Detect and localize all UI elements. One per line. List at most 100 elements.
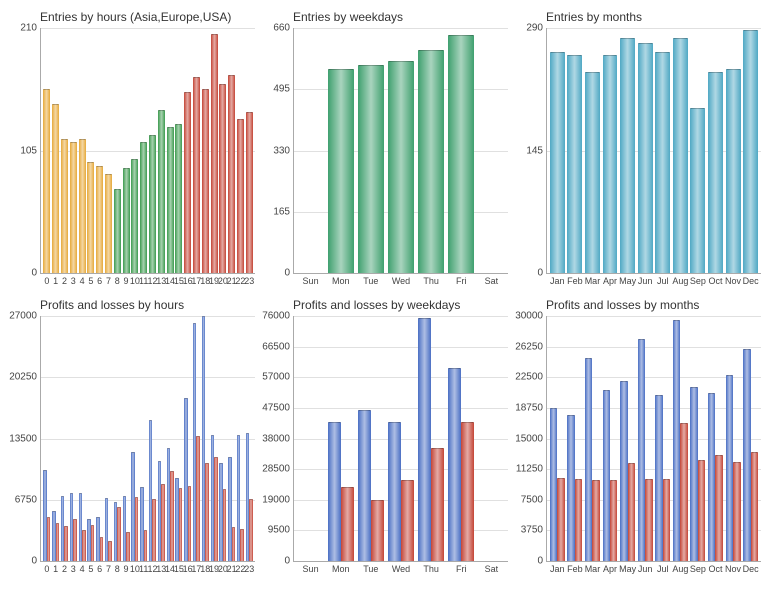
bar-slot: 17 — [193, 316, 201, 561]
bar-slot: Mon — [326, 28, 355, 273]
y-tick-label: 0 — [31, 556, 41, 567]
bar — [388, 61, 414, 273]
chart-pl-weekdays: Profits and losses by weekdays 095001900… — [263, 298, 508, 578]
bar-slot: 20 — [219, 28, 227, 273]
bar — [371, 500, 384, 561]
bar — [70, 142, 77, 273]
bar-slot: Aug — [672, 316, 689, 561]
x-tick-label: May — [619, 561, 636, 574]
bar — [461, 422, 474, 561]
plot-area: 0145290JanFebMarAprMayJunJulAugSepOctNov… — [546, 28, 761, 274]
bar — [567, 415, 574, 561]
bar — [638, 43, 653, 273]
bar-slot: Aug — [672, 28, 689, 273]
x-tick-label: 5 — [88, 273, 93, 286]
y-tick-label: 210 — [20, 23, 41, 34]
bar — [228, 75, 235, 273]
bar — [603, 55, 618, 273]
bar — [167, 127, 174, 273]
y-tick-label: 27000 — [9, 311, 41, 322]
y-tick-label: 0 — [284, 268, 294, 279]
bar-slot: 8 — [113, 316, 121, 561]
bar — [211, 34, 218, 273]
plot-area: 0675013500202502700001234567891011121314… — [40, 316, 255, 562]
x-tick-label: 2 — [62, 561, 67, 574]
bar — [188, 486, 192, 561]
bar — [73, 519, 77, 561]
x-tick-label: Fri — [456, 561, 467, 574]
y-tick-label: 330 — [273, 145, 294, 156]
y-tick-label: 19000 — [262, 494, 294, 505]
x-tick-label: 1 — [53, 561, 58, 574]
bar — [170, 471, 174, 561]
bar-slot: Apr — [602, 316, 619, 561]
bar-slot: Nov — [725, 316, 742, 561]
x-tick-label: 6 — [97, 561, 102, 574]
x-tick-label: Wed — [392, 561, 410, 574]
x-tick-label: 3 — [71, 561, 76, 574]
bar-slot: Jun — [637, 316, 654, 561]
bar-slot: 12 — [149, 316, 157, 561]
bar-slot: 9 — [122, 316, 130, 561]
y-tick-label: 0 — [31, 268, 41, 279]
bar — [663, 479, 670, 561]
bar-slot: Dec — [742, 316, 759, 561]
bar — [232, 527, 236, 561]
x-tick-label: 0 — [44, 561, 49, 574]
bar-slot: 5 — [87, 316, 95, 561]
x-tick-label: Mon — [332, 273, 350, 286]
bar — [87, 162, 94, 273]
bar-slot: 1 — [52, 316, 60, 561]
bar — [158, 110, 165, 273]
y-tick-label: 0 — [537, 556, 547, 567]
bar — [246, 112, 253, 273]
bar — [196, 436, 200, 561]
y-tick-label: 38000 — [262, 433, 294, 444]
bars-container: 01234567891011121314151617181920212223 — [41, 28, 255, 273]
bar-slot: Nov — [725, 28, 742, 273]
chart-title: Entries by hours (Asia,Europe,USA) — [40, 10, 255, 24]
x-tick-label: Nov — [725, 273, 741, 286]
bar-slot: 10 — [131, 28, 139, 273]
y-tick-label: 290 — [526, 23, 547, 34]
bar — [144, 530, 148, 561]
bar-slot: 14 — [166, 28, 174, 273]
bar — [726, 375, 733, 561]
bar-slot: 5 — [87, 28, 95, 273]
bar — [431, 448, 444, 561]
bar-slot: 18 — [201, 28, 209, 273]
bar-slot: 8 — [113, 28, 121, 273]
bar-slot: Apr — [602, 28, 619, 273]
y-tick-label: 22500 — [515, 372, 547, 383]
bar-slot: Sep — [690, 316, 707, 561]
bar — [655, 395, 662, 561]
bar — [47, 517, 51, 561]
bar-slot: 12 — [149, 28, 157, 273]
chart-pl-hours: Profits and losses by hours 067501350020… — [10, 298, 255, 578]
bar-slot: 7 — [105, 316, 113, 561]
bar — [733, 462, 740, 561]
x-tick-label: Jan — [550, 561, 565, 574]
bar — [585, 358, 592, 561]
bar — [64, 526, 68, 561]
bar — [645, 479, 652, 561]
x-tick-label: 23 — [244, 561, 254, 574]
x-tick-label: Jul — [657, 561, 669, 574]
bar — [628, 463, 635, 561]
bar — [79, 139, 86, 273]
bar-slot: 19 — [210, 316, 218, 561]
bar-slot: Feb — [567, 316, 584, 561]
chart-title: Profits and losses by hours — [40, 298, 255, 312]
x-tick-label: Feb — [567, 561, 583, 574]
bar-slot: 11 — [140, 28, 148, 273]
x-tick-label: Nov — [725, 561, 741, 574]
y-tick-label: 6750 — [15, 494, 41, 505]
bar-slot: Jul — [654, 316, 671, 561]
y-tick-label: 0 — [284, 556, 294, 567]
bar — [726, 69, 741, 273]
bar — [61, 139, 68, 273]
x-tick-label: Oct — [708, 273, 722, 286]
x-tick-label: Sun — [303, 273, 319, 286]
x-tick-label: 8 — [115, 273, 120, 286]
plot-area: 037507500112501500018750225002625030000J… — [546, 316, 761, 562]
